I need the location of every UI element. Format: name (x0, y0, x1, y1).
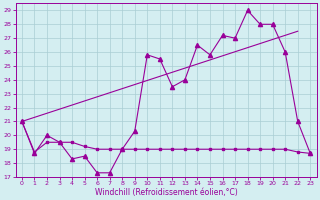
X-axis label: Windchill (Refroidissement éolien,°C): Windchill (Refroidissement éolien,°C) (95, 188, 237, 197)
